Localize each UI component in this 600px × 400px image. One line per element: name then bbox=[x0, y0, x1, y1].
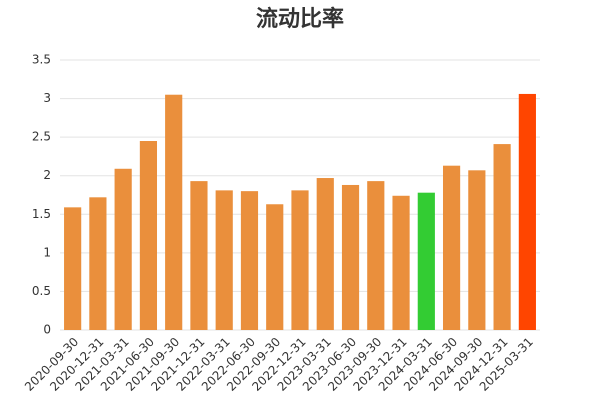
chart-title: 流动比率 bbox=[256, 6, 344, 32]
bar bbox=[139, 141, 158, 330]
bar bbox=[240, 191, 259, 330]
bar bbox=[442, 165, 461, 330]
bar bbox=[417, 192, 435, 330]
bar bbox=[64, 207, 82, 330]
y-tick-label: 3.5 bbox=[32, 53, 51, 67]
bar bbox=[165, 94, 183, 330]
bar bbox=[392, 195, 410, 330]
bar bbox=[468, 170, 486, 330]
bar bbox=[341, 184, 360, 330]
bar bbox=[190, 181, 208, 330]
bar bbox=[114, 168, 132, 330]
y-tick-label: 0 bbox=[43, 323, 51, 337]
bar bbox=[266, 204, 284, 330]
bar bbox=[518, 93, 536, 330]
y-tick-label: 3 bbox=[43, 91, 51, 105]
y-tick-label: 1.5 bbox=[32, 207, 51, 221]
y-tick-label: 2.5 bbox=[32, 130, 51, 144]
bar bbox=[493, 144, 511, 330]
y-tick-label: 0.5 bbox=[32, 284, 51, 298]
bar bbox=[291, 190, 309, 330]
bar bbox=[316, 178, 334, 330]
bar bbox=[367, 181, 385, 330]
y-tick-label: 2 bbox=[43, 168, 51, 182]
bar bbox=[215, 190, 233, 330]
bar bbox=[89, 197, 107, 330]
y-tick-label: 1 bbox=[43, 245, 51, 259]
